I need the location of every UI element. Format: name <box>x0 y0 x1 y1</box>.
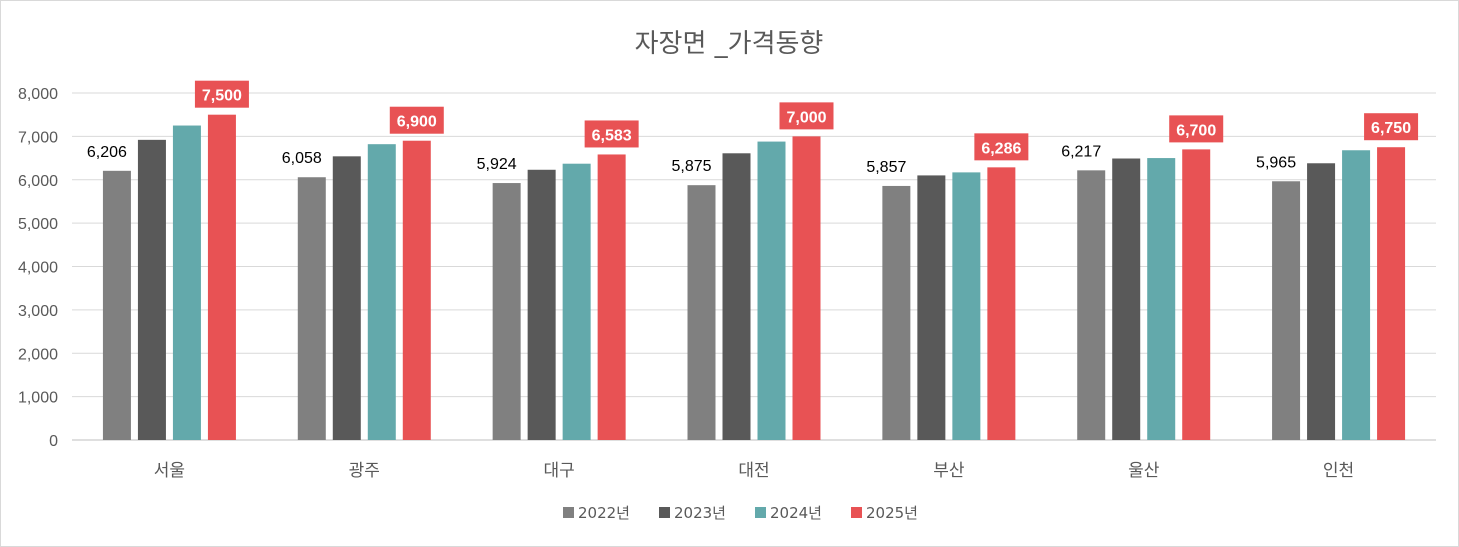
bar <box>1272 181 1301 440</box>
x-tick-label: 인천 <box>1323 461 1354 481</box>
legend-swatch <box>563 507 574 518</box>
y-tick-label: 7,000 <box>18 129 58 146</box>
data-label: 7,500 <box>202 88 242 105</box>
x-tick-label: 서울 <box>154 461 185 481</box>
data-label: 7,000 <box>786 109 826 126</box>
bars <box>102 114 1406 441</box>
bar <box>597 154 626 440</box>
data-label: 5,965 <box>1256 154 1296 171</box>
x-axis: 서울 광주 대구 대전 부산 울산 인천 <box>154 461 1354 481</box>
data-label: 5,875 <box>671 158 711 175</box>
data-label-box <box>1364 113 1419 141</box>
data-label-box <box>389 106 444 134</box>
y-tick-label: 5,000 <box>18 216 58 233</box>
data-label: 5,857 <box>866 159 906 176</box>
data-label-box <box>974 133 1029 161</box>
data-labels: 6,206 7,500 6,058 6,900 5,924 6,583 5,875 7,000… <box>87 80 1419 176</box>
bar <box>757 141 786 440</box>
bar <box>527 169 556 440</box>
legend-label: 2022년 <box>578 504 630 522</box>
bar <box>562 163 591 441</box>
y-tick-label: 4,000 <box>18 260 58 277</box>
gridlines <box>72 92 1436 441</box>
x-tick-label: 대구 <box>544 461 575 481</box>
bar <box>1147 158 1176 440</box>
bar <box>792 136 821 440</box>
y-tick-label: 8,000 <box>18 86 58 103</box>
legend: 2022년 2023년 2024년 2025년 <box>563 504 918 522</box>
bar <box>687 185 716 440</box>
y-tick-label: 3,000 <box>18 303 58 320</box>
bar <box>172 125 201 440</box>
bar <box>987 167 1016 440</box>
bar <box>917 175 946 440</box>
bar <box>297 177 326 440</box>
bar <box>367 144 396 440</box>
data-label: 5,924 <box>477 156 517 173</box>
data-label: 6,750 <box>1371 120 1411 137</box>
y-tick-label: 2,000 <box>18 346 58 363</box>
bar <box>1307 163 1336 440</box>
bar <box>1342 150 1371 440</box>
data-label-box <box>779 102 834 130</box>
y-tick-label: 1,000 <box>18 390 58 407</box>
data-label-box <box>194 80 249 108</box>
legend-swatch <box>851 507 862 518</box>
bar <box>332 156 361 440</box>
data-label-box <box>1169 115 1224 143</box>
data-label-box <box>584 120 639 148</box>
bar <box>1377 147 1406 440</box>
bar <box>492 183 521 440</box>
x-tick-label: 부산 <box>933 461 965 481</box>
x-tick-label: 울산 <box>1128 461 1160 481</box>
x-tick-label: 광주 <box>349 461 380 481</box>
bar <box>102 170 131 440</box>
legend-label: 2023년 <box>674 504 726 522</box>
data-label: 6,900 <box>397 114 437 131</box>
y-tick-label: 6,000 <box>18 173 58 190</box>
bar <box>1112 158 1141 440</box>
legend-swatch <box>659 507 670 518</box>
data-label: 6,286 <box>981 140 1021 157</box>
data-label: 6,206 <box>87 144 127 161</box>
bar <box>137 139 166 440</box>
legend-swatch <box>755 507 766 518</box>
y-axis: 0 1,000 2,000 3,000 4,000 5,000 6,000 7,000 8,00… <box>18 86 58 450</box>
x-tick-label: 대전 <box>738 461 769 481</box>
legend-label: 2024년 <box>770 504 822 522</box>
chart-title: 자장면 _가격동향 <box>635 29 824 59</box>
legend-label: 2025년 <box>866 504 918 522</box>
data-label: 6,058 <box>282 150 322 167</box>
data-label: 6,700 <box>1176 122 1216 139</box>
bar <box>952 172 981 440</box>
data-label: 6,217 <box>1061 143 1101 160</box>
bar <box>722 153 751 440</box>
bar <box>207 114 236 440</box>
data-label: 6,583 <box>592 127 632 144</box>
bar <box>402 140 431 440</box>
bar <box>1077 170 1106 440</box>
y-tick-label: 0 <box>49 433 58 450</box>
bar <box>882 185 911 440</box>
bar <box>1182 149 1211 440</box>
